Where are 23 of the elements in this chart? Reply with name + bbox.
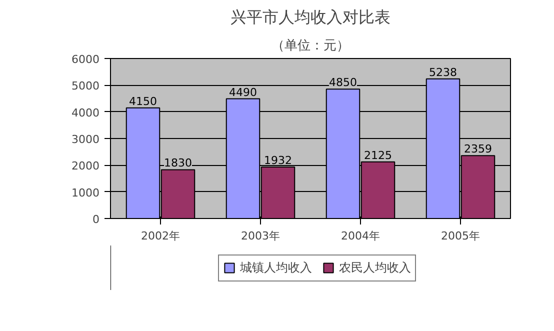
data-label: 4490: [229, 86, 258, 99]
chart-title: 兴平市人均收入对比表: [230, 8, 390, 26]
data-label: 2125: [364, 148, 392, 162]
y-tick-label: 2000: [72, 160, 100, 173]
data-label: 4850: [329, 76, 358, 90]
y-tick-label: 5000: [72, 80, 100, 93]
data-label: 4150: [129, 94, 158, 108]
y-tick-label: 4000: [72, 106, 100, 120]
x-tick-label: 2004年: [341, 230, 380, 242]
legend-label: 农民人均收入: [339, 259, 411, 276]
y-tick-label: 6000: [72, 53, 100, 66]
data-label: 1932: [264, 154, 292, 167]
data-label: 2359: [464, 142, 492, 156]
x-tick-label: 2002年: [141, 230, 180, 242]
legend-label: 城镇人均收入: [240, 259, 312, 276]
chart-subtitle: （单位：元）: [272, 38, 350, 54]
y-tick-label: 1000: [72, 186, 100, 200]
x-tick-label: 2005年: [441, 230, 480, 242]
y-tick-label: 0: [92, 213, 100, 226]
data-label: 5238: [429, 66, 458, 79]
x-tick-label: 2003年: [241, 230, 280, 242]
data-label: 1830: [164, 156, 192, 170]
y-tick-label: 3000: [72, 133, 100, 146]
